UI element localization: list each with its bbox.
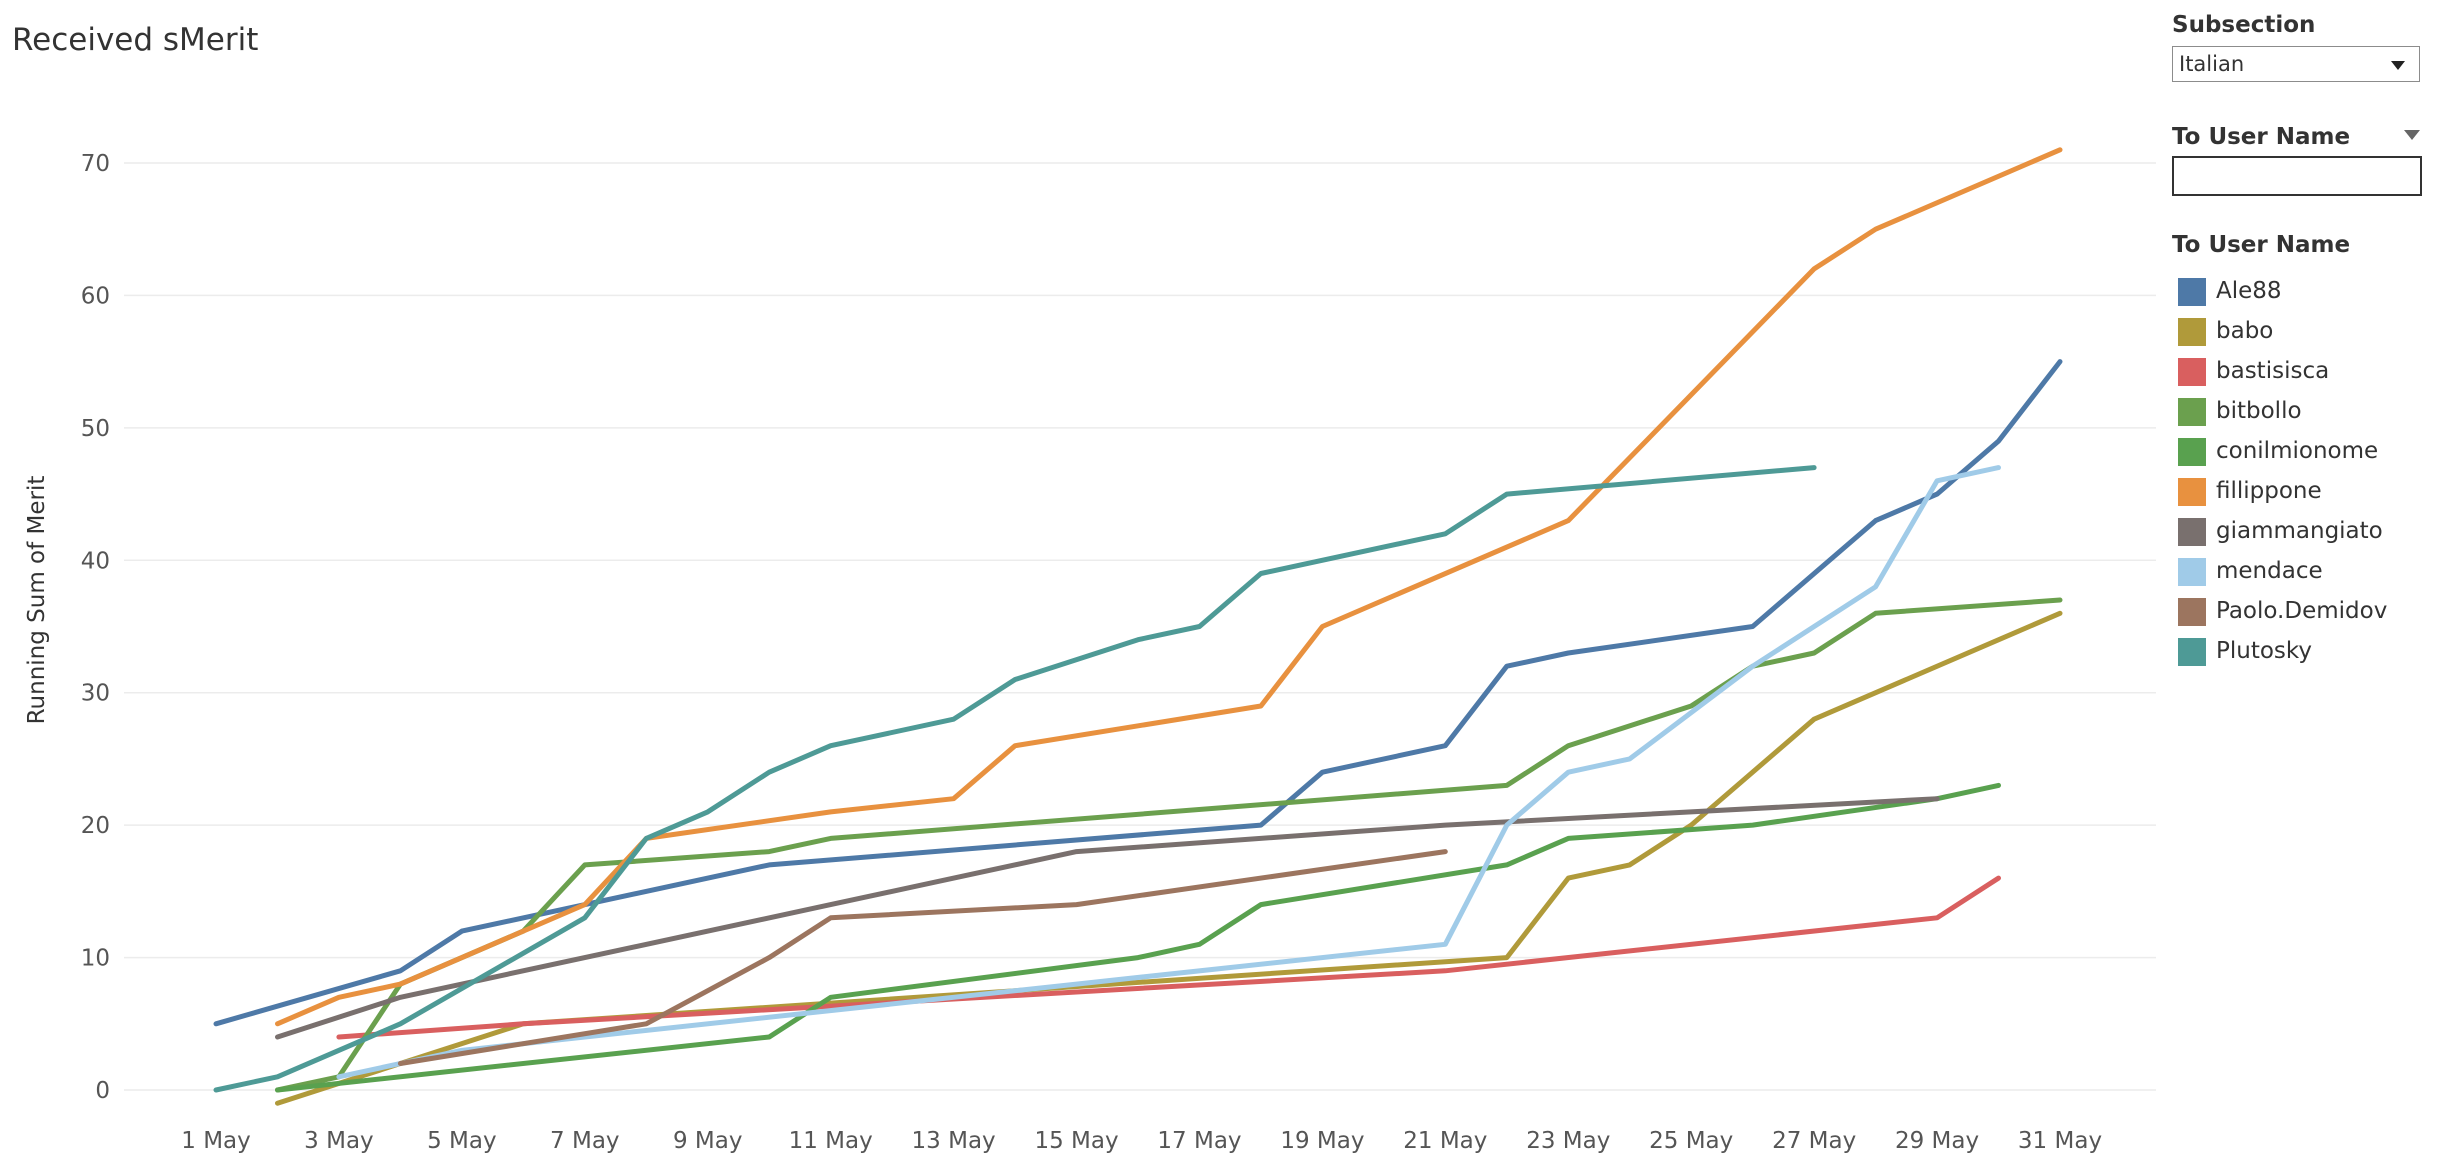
subsection-select[interactable]: Italian bbox=[2172, 46, 2420, 82]
series-line-giammangiato[interactable] bbox=[275, 796, 1940, 1040]
series-line-bastisisca[interactable] bbox=[336, 875, 2001, 1040]
x-tick-label: 7 May bbox=[550, 1128, 620, 1154]
legend-item[interactable]: fillippone bbox=[2172, 472, 2432, 512]
x-tick-label: 31 May bbox=[2018, 1128, 2102, 1154]
legend-label: bastisisca bbox=[2216, 358, 2330, 384]
x-tick-label: 25 May bbox=[1649, 1128, 1733, 1154]
x-tick-label: 3 May bbox=[304, 1128, 374, 1154]
x-tick-label: 23 May bbox=[1526, 1128, 1610, 1154]
legend-item[interactable]: babo bbox=[2172, 312, 2432, 352]
legend-swatch bbox=[2178, 598, 2206, 626]
legend-item[interactable]: bastisisca bbox=[2172, 352, 2432, 392]
chart-title: Received sMerit bbox=[12, 22, 259, 58]
chevron-down-icon[interactable] bbox=[2391, 61, 2405, 70]
username-filter-title: To User Name bbox=[2172, 124, 2351, 150]
legend-swatch bbox=[2178, 438, 2206, 466]
x-tick-label: 1 May bbox=[181, 1128, 251, 1154]
legend-item[interactable]: Paolo.Demidov bbox=[2172, 592, 2432, 632]
legend-title: To User Name bbox=[2172, 232, 2351, 258]
legend-label: bitbollo bbox=[2216, 398, 2302, 424]
legend-label: Ale88 bbox=[2216, 278, 2282, 304]
legend-label: fillippone bbox=[2216, 478, 2322, 504]
series-line-babo[interactable] bbox=[275, 610, 2063, 1106]
legend-label: conilmionome bbox=[2216, 438, 2379, 464]
y-tick-label: 20 bbox=[81, 813, 110, 839]
x-tick-label: 15 May bbox=[1034, 1128, 1118, 1154]
legend-item[interactable]: Ale88 bbox=[2172, 272, 2432, 312]
x-tick-label: 29 May bbox=[1895, 1128, 1979, 1154]
legend-label: giammangiato bbox=[2216, 518, 2383, 544]
legend-swatch bbox=[2178, 278, 2206, 306]
y-axis-label: Running Sum of Merit bbox=[24, 476, 50, 725]
subsection-selected-value: Italian bbox=[2179, 52, 2245, 76]
legend-swatch bbox=[2178, 518, 2206, 546]
legend-label: babo bbox=[2216, 318, 2274, 344]
legend-item[interactable]: Plutosky bbox=[2172, 632, 2432, 672]
x-tick-label: 9 May bbox=[673, 1128, 743, 1154]
legend-swatch bbox=[2178, 358, 2206, 386]
x-tick-label: 19 May bbox=[1280, 1128, 1364, 1154]
y-tick-label: 70 bbox=[81, 151, 110, 177]
y-axis-ticks: 0 10 20 30 40 50 60 70 bbox=[81, 151, 110, 1104]
subsection-filter-title: Subsection bbox=[2172, 12, 2316, 38]
y-tick-label: 30 bbox=[81, 681, 110, 707]
x-tick-label: 17 May bbox=[1157, 1128, 1241, 1154]
legend-item[interactable]: giammangiato bbox=[2172, 512, 2432, 552]
legend-swatch bbox=[2178, 638, 2206, 666]
series-line-fillippone[interactable] bbox=[275, 147, 2063, 1027]
filter-menu-icon[interactable] bbox=[2404, 130, 2420, 140]
legend-item[interactable]: bitbollo bbox=[2172, 392, 2432, 432]
series-line-paolo-demidov[interactable] bbox=[397, 849, 1448, 1066]
username-search-input[interactable] bbox=[2172, 156, 2422, 196]
y-tick-label: 60 bbox=[81, 283, 110, 309]
legend-swatch bbox=[2178, 558, 2206, 586]
x-tick-label: 5 May bbox=[427, 1128, 497, 1154]
legend-label: Plutosky bbox=[2216, 638, 2313, 664]
series-line-mendace[interactable] bbox=[336, 465, 2001, 1080]
legend-label: mendace bbox=[2216, 558, 2323, 584]
x-tick-label: 11 May bbox=[789, 1128, 873, 1154]
y-tick-label: 40 bbox=[81, 548, 110, 574]
legend-swatch bbox=[2178, 478, 2206, 506]
series-line-plutosky[interactable] bbox=[213, 465, 1817, 1093]
legend-swatch bbox=[2178, 318, 2206, 346]
series-lines[interactable] bbox=[213, 147, 2063, 1106]
x-tick-label: 27 May bbox=[1772, 1128, 1856, 1154]
x-tick-label: 13 May bbox=[912, 1128, 996, 1154]
legend-label: Paolo.Demidov bbox=[2216, 598, 2388, 624]
x-tick-label: 21 May bbox=[1403, 1128, 1487, 1154]
y-tick-label: 10 bbox=[81, 946, 110, 972]
y-tick-label: 0 bbox=[95, 1078, 110, 1104]
line-chart: 0 10 20 30 40 50 60 70 1 May 3 May 5 May 7 May 9 Ma… bbox=[24, 147, 2156, 1154]
legend-item[interactable]: conilmionome bbox=[2172, 432, 2432, 472]
legend-item[interactable]: mendace bbox=[2172, 552, 2432, 592]
legend-swatch bbox=[2178, 398, 2206, 426]
x-axis-ticks: 1 May 3 May 5 May 7 May 9 May 11 May 13 May 15 … bbox=[181, 1128, 2102, 1154]
y-tick-label: 50 bbox=[81, 416, 110, 442]
